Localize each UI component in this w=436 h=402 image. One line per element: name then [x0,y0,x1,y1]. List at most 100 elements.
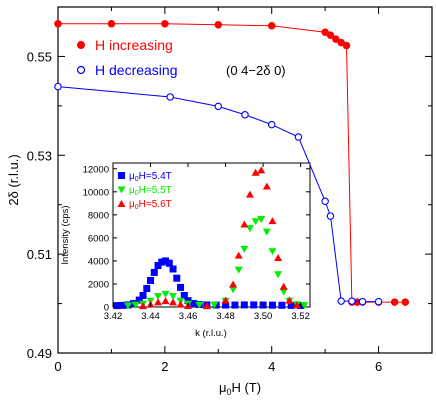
inset-point-5-6T [176,300,185,308]
inset-point-5-5T [300,302,309,310]
inset-y-tick-label: 12000 [83,164,109,175]
inset-point-5-6T [268,217,277,225]
inset-point-5-4T [162,257,170,265]
main-x-tick-label: 6 [375,359,382,374]
inset-point-5-5T [229,286,238,294]
inset-background [113,163,310,307]
data-point-h-decreasing [267,120,276,129]
data-point-h-decreasing [54,82,62,91]
main-legend: H increasing H decreasing [76,37,178,78]
inset-point-5-6T [251,168,260,176]
data-point-h-decreasing [348,297,356,305]
inset-point-5-4T [139,291,147,299]
legend-marker-h-decreasing [76,65,86,75]
main-y-tick-label: 0.55 [27,49,52,64]
main-marks [54,20,410,306]
data-point-h-decreasing [374,297,383,306]
inset-point-5-5T [274,271,283,279]
inset-legend-label-5-6T: μ0H=5.6T [129,199,172,211]
data-point-h-decreasing [321,197,329,206]
inset-y-tick-label: 2000 [88,279,109,290]
inset-point-5-4T [231,301,239,309]
inset-axes: 3.42 3.44 3.46 3.48 3.50 3.52 0 2000 4000 6000 800… [83,163,310,322]
data-point-h-increasing [332,35,340,43]
inset-x-tick-label: 3.50 [254,311,273,322]
inset-point-5-4T [158,258,166,266]
inset-point-5-4T [268,301,276,309]
inset-point-5-4T [143,285,151,293]
data-point-h-increasing [390,298,399,306]
inset-point-5-6T [234,251,243,259]
inset-x-tick-label: 3.44 [141,311,160,322]
data-point-h-increasing [54,20,62,28]
inset-point-5-5T [234,266,243,274]
main-y-tick-label: 0.51 [27,247,52,262]
main-y-tick-label: 0.53 [27,148,52,163]
inset-point-5-4T [180,291,188,299]
inset-point-5-6T [169,298,178,306]
data-point-h-increasing [342,41,351,50]
inset-point-5-5T [131,301,140,309]
inset-y-tick-label: 10000 [83,187,109,198]
inset-point-5-5T [210,301,219,309]
inset-legend-marker-5-4T [118,172,125,179]
inset-point-5-5T [161,290,170,298]
inset-y-tick-label: 6000 [88,233,109,244]
inset-point-5-6T [292,301,301,309]
inset-point-5-6T [262,182,271,190]
inset-point-5-6T [229,280,238,288]
inset-legend-marker-5-5T [117,186,126,194]
inset-point-5-5T [195,301,204,309]
inset-point-5-4T [278,301,286,309]
data-point-h-increasing [214,21,223,29]
inset-x-tick-label: 3.52 [291,311,310,322]
legend-label-h-increasing: H increasing [95,37,173,53]
data-point-h-increasing [107,20,116,28]
data-point-h-increasing [326,31,335,39]
inset-point-5-4T [177,283,185,291]
inset-point-5-4T [113,302,121,310]
legend-label-h-decreasing: H decreasing [95,62,178,78]
inset-point-5-5T [251,218,260,226]
main-x-axis-label: μ0H (T) [219,380,261,397]
inset-point-5-6T [161,297,170,305]
inset-x-tick-label: 3.42 [104,311,123,322]
inset-point-5-6T [285,296,294,304]
main-x-tick-label: 2 [161,359,168,374]
main-x-tick-label: 4 [268,359,275,374]
inset-point-5-5T [124,302,133,310]
inset-point-5-4T [240,301,248,309]
inset-y-tick-label: 4000 [88,256,109,267]
inset-point-5-6T [279,282,288,290]
inset-legend-label-5-4T: μ0H=5.4T [129,171,172,183]
data-point-h-decreasing [241,111,249,119]
inset-point-5-6T [245,190,254,198]
inset-point-5-6T [154,298,163,306]
data-point-h-decreasing [294,133,303,141]
data-point-h-decreasing [358,297,367,306]
inset-legend-label-5-5T: μ0H=5.5T [129,185,172,197]
inset-point-5-5T [240,245,249,253]
inset-point-5-4T [118,301,126,309]
inset-point-5-6T [274,253,283,261]
inset-point-5-6T [202,302,211,310]
data-point-h-decreasing [214,102,223,111]
main-axes: 0 2 4 6 0.49 0.51 0.53 0.55 [27,6,433,374]
inset-point-5-4T [135,296,143,304]
inset-point-5-6T [240,220,249,228]
data-point-h-decreasing [337,297,345,305]
inset-marks [113,166,309,310]
inset-point-5-5T [154,293,163,301]
data-point-h-increasing [161,20,169,28]
inset-point-5-6T [139,302,148,310]
main-y-axis-label: 2δ (r.l.u.) [6,154,21,205]
inset-point-5-4T [190,300,198,308]
inset-point-5-4T [154,262,162,270]
inset-point-5-4T [287,301,295,309]
inset-point-5-6T [257,166,266,174]
main-x-tick-label: 0 [54,359,61,374]
inset-point-5-4T [173,274,181,282]
inset-y-tick-label: 0 [104,303,109,314]
inset-x-tick-label: 3.46 [179,311,198,322]
